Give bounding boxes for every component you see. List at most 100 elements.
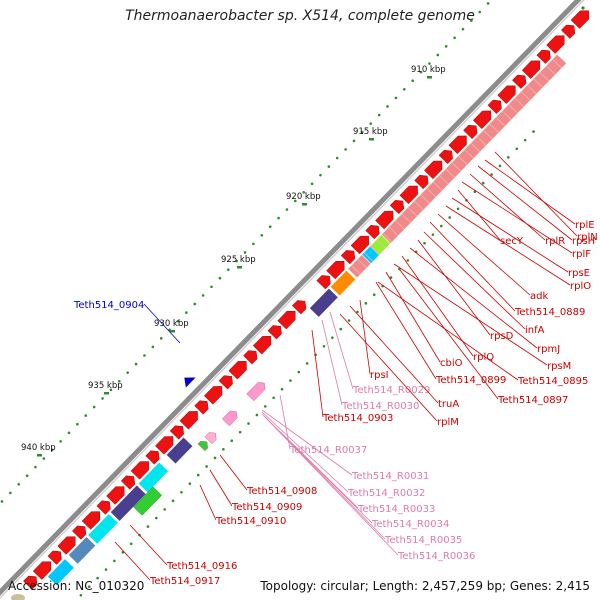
forward-cds-arrow[interactable] [203, 386, 223, 405]
gene-label[interactable]: Teth514_R0036 [397, 551, 475, 562]
forward-cds-arrow[interactable] [340, 250, 356, 265]
gene-label[interactable]: Teth514_0917 [149, 576, 220, 587]
reverse-cds-block[interactable] [308, 287, 339, 318]
gene-label[interactable]: rpsD [490, 331, 514, 342]
forward-cds-arrow[interactable] [194, 400, 209, 415]
forward-cds-arrow[interactable] [291, 300, 307, 315]
rna-feature[interactable] [221, 410, 238, 427]
forward-cds-arrow[interactable] [546, 35, 565, 54]
gene-label[interactable]: rplQ [473, 352, 494, 363]
gene-label[interactable]: Teth514_0909 [231, 502, 302, 513]
gene-label[interactable]: Teth514_R0032 [347, 488, 425, 499]
forward-cds-arrow[interactable] [399, 185, 418, 205]
rna-feature[interactable] [246, 382, 266, 402]
forward-cds-arrow[interactable] [487, 99, 502, 114]
forward-cds-arrow[interactable] [497, 85, 516, 104]
green-feature[interactable] [133, 486, 163, 516]
gene-label[interactable]: rpsH [572, 236, 595, 247]
forward-cds-arrow[interactable] [23, 575, 38, 590]
gene-label[interactable]: infA [525, 325, 545, 336]
forward-cds-arrow[interactable] [277, 310, 296, 330]
reverse-cds-block[interactable] [137, 461, 169, 494]
gene-label[interactable]: cbiO [440, 358, 463, 369]
forward-cds-arrow[interactable] [570, 10, 589, 29]
gene-label[interactable]: Teth514_0916 [166, 561, 237, 572]
gene-label[interactable]: Teth514_0895 [517, 376, 588, 387]
forward-cds-arrow[interactable] [106, 486, 125, 505]
forward-cds-arrow[interactable] [71, 525, 87, 540]
forward-cds-arrow[interactable] [389, 200, 405, 215]
inner-scale-dot [230, 439, 234, 443]
forward-cds-arrow[interactable] [414, 174, 429, 190]
gene-label[interactable]: truA [438, 399, 459, 410]
gene-label[interactable]: rplR [545, 236, 565, 247]
gene-label[interactable]: Teth514_R0035 [384, 535, 462, 546]
reverse-cds-block[interactable] [67, 536, 97, 565]
gene-label[interactable]: Teth514_R0037 [289, 445, 367, 456]
gene-label[interactable]: Teth514_0903 [322, 413, 393, 424]
highlighted-feature-arrow[interactable] [184, 377, 196, 388]
forward-cds-arrow[interactable] [179, 411, 198, 430]
forward-cds-arrow[interactable] [463, 124, 478, 140]
gene-label[interactable]: rpsI [370, 370, 389, 381]
gene-label[interactable]: rplN [577, 232, 598, 243]
reverse-cds-block[interactable] [87, 513, 119, 545]
forward-cds-arrow[interactable] [326, 260, 345, 280]
gene-label[interactable]: rplF [572, 249, 591, 260]
reverse-cds-block[interactable] [165, 436, 194, 465]
forward-cds-arrow[interactable] [375, 210, 394, 230]
gene-label[interactable]: Teth514_0908 [246, 486, 317, 497]
forward-cds-arrow[interactable] [81, 511, 101, 530]
gene-label[interactable]: rpsM [547, 361, 571, 372]
forward-cds-arrow[interactable] [252, 336, 272, 355]
gene-label[interactable]: secY [500, 236, 524, 247]
reverse-cds-block[interactable] [347, 53, 568, 279]
forward-cds-arrow[interactable] [512, 74, 527, 89]
gene-label[interactable]: Teth514_R0029 [352, 385, 430, 396]
gene-label[interactable]: rpmJ [537, 344, 560, 355]
rna-feature[interactable] [204, 432, 217, 445]
gene-label[interactable]: Teth514_0899 [435, 375, 506, 386]
forward-cds-arrow[interactable] [365, 225, 380, 240]
forward-cds-arrow[interactable] [350, 235, 369, 255]
gene-label[interactable]: Teth514_0904 [73, 300, 144, 311]
forward-cds-arrow[interactable] [120, 475, 136, 490]
gene-label[interactable]: Teth514_R0030 [341, 401, 419, 412]
gene-label[interactable]: Teth514_R0031 [351, 471, 429, 482]
forward-cds-arrow[interactable] [438, 149, 453, 165]
inner-scale-dot [305, 362, 309, 365]
forward-cds-arrow[interactable] [472, 110, 492, 130]
gene-label[interactable]: Teth514_R0034 [371, 519, 449, 530]
gene-label[interactable]: rplE [575, 220, 595, 231]
reverse-cds-block[interactable] [329, 269, 357, 297]
forward-cds-arrow[interactable] [169, 425, 184, 440]
forward-cds-arrow[interactable] [448, 135, 467, 155]
reverse-cds-block[interactable] [46, 558, 75, 587]
forward-cds-arrow[interactable] [536, 49, 551, 64]
gene-label[interactable]: rpsE [568, 268, 590, 279]
gene-label[interactable]: rplO [570, 281, 591, 292]
forward-cds-arrow[interactable] [243, 350, 258, 365]
scale-dot [428, 62, 431, 65]
forward-cds-arrow[interactable] [32, 561, 52, 580]
forward-cds-arrow[interactable] [47, 550, 62, 565]
forward-cds-arrow[interactable] [521, 60, 541, 79]
forward-cds-arrow[interactable] [57, 536, 76, 555]
forward-cds-arrow[interactable] [316, 275, 331, 290]
gene-label[interactable]: Teth514_0889 [514, 307, 585, 318]
forward-cds-arrow[interactable] [96, 500, 111, 515]
gene-label[interactable]: adk [530, 291, 548, 302]
forward-cds-arrow[interactable] [424, 160, 443, 180]
gene-label[interactable]: Teth514_0897 [497, 395, 568, 406]
forward-cds-arrow[interactable] [228, 361, 247, 380]
forward-cds-arrow[interactable] [145, 450, 160, 465]
gene-label[interactable]: rplM [437, 417, 459, 428]
rna-feature[interactable] [197, 440, 209, 452]
gene-label[interactable]: Teth514_R0033 [357, 504, 435, 515]
gene-label[interactable]: Teth514_0910 [215, 516, 286, 527]
forward-cds-arrow[interactable] [560, 24, 576, 39]
forward-cds-arrow[interactable] [267, 325, 282, 340]
forward-cds-arrow[interactable] [155, 436, 174, 455]
forward-cds-arrow[interactable] [218, 375, 233, 390]
forward-cds-arrow[interactable] [130, 461, 149, 480]
